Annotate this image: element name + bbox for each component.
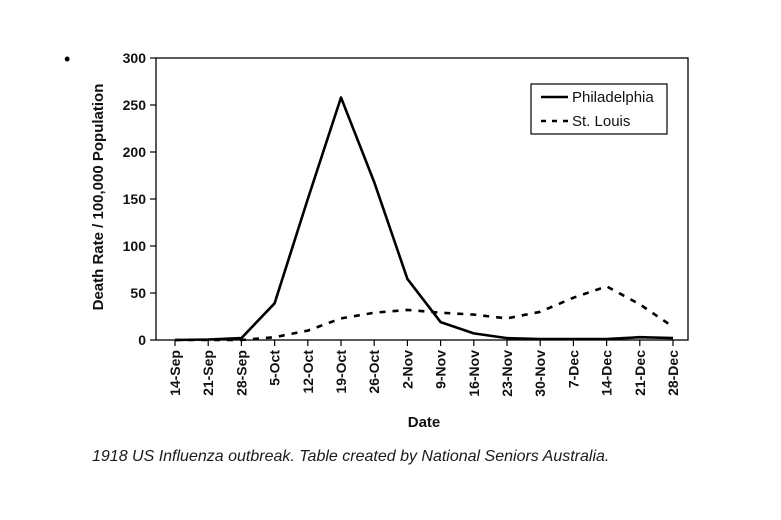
chart-canvas: 0 50 100 150 200 250 300 14-Sep 21-Sep 28-Sep 5-O…: [90, 50, 689, 430]
x-tick-label: 9-Nov: [433, 350, 449, 389]
legend-box: [530, 83, 668, 135]
x-tick-label: 23-Nov: [499, 350, 515, 397]
y-axis-title: Death Rate / 100,000 Population: [90, 84, 107, 311]
x-tick-label: 21-Sep: [200, 350, 216, 396]
y-tick-label: 150: [123, 191, 147, 207]
x-tick-label: 14-Dec: [599, 350, 615, 396]
x-tick-label: 21-Dec: [632, 350, 648, 396]
y-tick-labels: 0 50 100 150 200 250 300: [123, 50, 147, 348]
legend-label: Philadelphia: [572, 89, 654, 106]
x-tick-label: 7-Dec: [565, 350, 581, 388]
chart-axes: [150, 57, 689, 346]
y-tick-label: 300: [123, 50, 147, 66]
x-tick-labels: 14-Sep 21-Sep 28-Sep 5-Oct 12-Oct 19-Oct 26-Oc…: [167, 350, 681, 397]
x-tick-label: 2-Nov: [399, 350, 415, 389]
y-tick-label: 100: [123, 238, 147, 254]
x-tick-label: 26-Oct: [366, 350, 382, 394]
line-chart: 0 50 100 150 200 250 300 14-Sep 21-Sep 28-Sep 5-O…: [83, 40, 693, 430]
figure-caption: 1918 US Influenza outbreak. Table create…: [92, 448, 610, 465]
legend-label: St. Louis: [572, 113, 630, 130]
series-line-st-louis: [175, 285, 674, 342]
x-tick-label: 16-Nov: [466, 350, 482, 397]
x-tick-label: 5-Oct: [267, 350, 283, 386]
series-line-philadelphia: [174, 96, 674, 342]
x-tick-label: 30-Nov: [532, 350, 548, 397]
bullet-point: •: [64, 49, 71, 69]
x-tick-label: 19-Oct: [333, 350, 349, 394]
x-tick-label: 14-Sep: [167, 350, 183, 396]
y-tick-label: 0: [138, 332, 146, 348]
y-tick-label: 250: [123, 97, 147, 113]
y-tick-label: 50: [130, 285, 146, 301]
x-tick-label: 12-Oct: [300, 350, 316, 394]
x-tick-label: 28-Sep: [233, 350, 249, 396]
chart-series: [174, 96, 674, 342]
y-tick-label: 200: [123, 144, 147, 160]
x-tick-label: 28-Dec: [665, 350, 681, 396]
chart-legend: Philadelphia St. Louis: [530, 83, 668, 135]
x-axis-title: Date: [408, 414, 441, 430]
